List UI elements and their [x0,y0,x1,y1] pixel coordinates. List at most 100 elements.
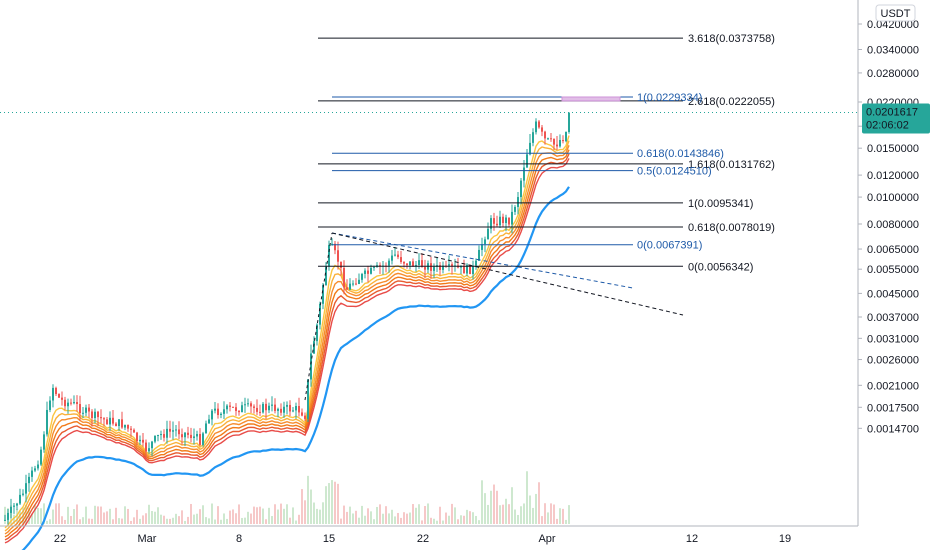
candle [538,119,540,129]
candle-body [322,284,324,304]
volume-bar [562,508,564,524]
candle [28,472,30,492]
candle [46,401,48,437]
candle [85,404,87,417]
time-tick-label: Apr [538,533,555,545]
candle-body [520,180,522,198]
volume-bar [190,503,192,524]
candle [472,260,474,280]
volume-bar [322,502,324,524]
candle [76,395,78,412]
currency-badge-box[interactable] [875,4,916,22]
candle [400,250,402,264]
candle-body [13,505,15,507]
candle-body [70,402,72,404]
candle-body [163,434,165,438]
volume-bar [43,503,45,524]
candle-body [430,263,432,271]
price-tick-label: 0.0420000 [867,19,919,31]
candle-body [400,257,402,263]
candle-body [238,410,240,413]
volume-bar [220,519,222,524]
candle-body [289,404,291,412]
drawings-layer[interactable]: 3.618(0.0373758) 2.618(0.0222055) 1.618(0.… [0,33,858,401]
volume-bar [559,508,561,524]
candle-body [334,243,336,251]
candle [496,215,498,228]
volume-bar [493,484,495,524]
candle [16,502,18,511]
volume-bar [403,512,405,524]
candle [118,419,120,431]
candle [154,435,156,444]
candle-body [367,270,369,274]
candle [175,425,177,437]
volume-bar [199,509,201,524]
candle-body [541,127,543,132]
candle-body [568,112,570,132]
volume-bar [166,518,168,524]
candle [193,428,195,445]
volume-bar [61,516,63,524]
volume-bar [295,520,297,524]
volume-bar [346,511,348,524]
target-zone-box[interactable] [561,96,621,102]
candle [253,404,255,414]
volume-bar [457,519,459,524]
candle-body [295,406,297,411]
candle [547,137,549,140]
candle-body [271,404,273,406]
candle-body [142,439,144,443]
long-moving-average-line [13,186,570,555]
volume-bar [550,503,552,524]
candle-body [565,131,567,142]
volume-bar [427,503,429,524]
candle-body [412,261,414,267]
volume-bar [55,503,57,524]
volume-bar [148,504,150,524]
volume-bar [496,490,498,524]
candle [508,217,510,228]
candle [163,429,165,442]
candle-body [226,405,228,410]
candle-body [523,167,525,181]
candle-body [184,432,186,438]
fib-level-label: 3.618(0.0373758) [688,33,775,45]
candle [490,215,492,234]
candle [391,250,393,265]
candle [346,279,348,290]
currency-badge[interactable]: USDT [875,4,916,22]
candle [49,396,51,413]
impulse-leg-line[interactable] [304,232,333,401]
volume-bar [139,518,141,524]
candle-body [196,434,198,437]
candle [334,241,336,255]
candle-body [301,412,303,416]
volume-bar [568,505,570,524]
candle [439,261,441,276]
candle-body [124,424,126,428]
candle [352,280,354,287]
candle [505,214,507,232]
candle [301,408,303,417]
price-tick-label: 0.0080000 [867,219,919,231]
volume-bar [193,514,195,524]
volume-bar [370,511,372,524]
volume-bar [481,480,483,524]
candle [274,398,276,414]
candle-body [103,418,105,420]
candle-body [169,428,171,432]
volume-bar [388,513,390,524]
candle-body [448,264,450,266]
candle [493,212,495,231]
candle-body [403,262,405,264]
candle-body [475,260,477,266]
candle [292,406,294,413]
trendline-blue[interactable] [331,232,634,289]
candle [88,404,90,418]
candle-body [310,353,312,380]
candle-body [511,211,513,225]
price-tick-label: 0.0021000 [867,380,919,392]
